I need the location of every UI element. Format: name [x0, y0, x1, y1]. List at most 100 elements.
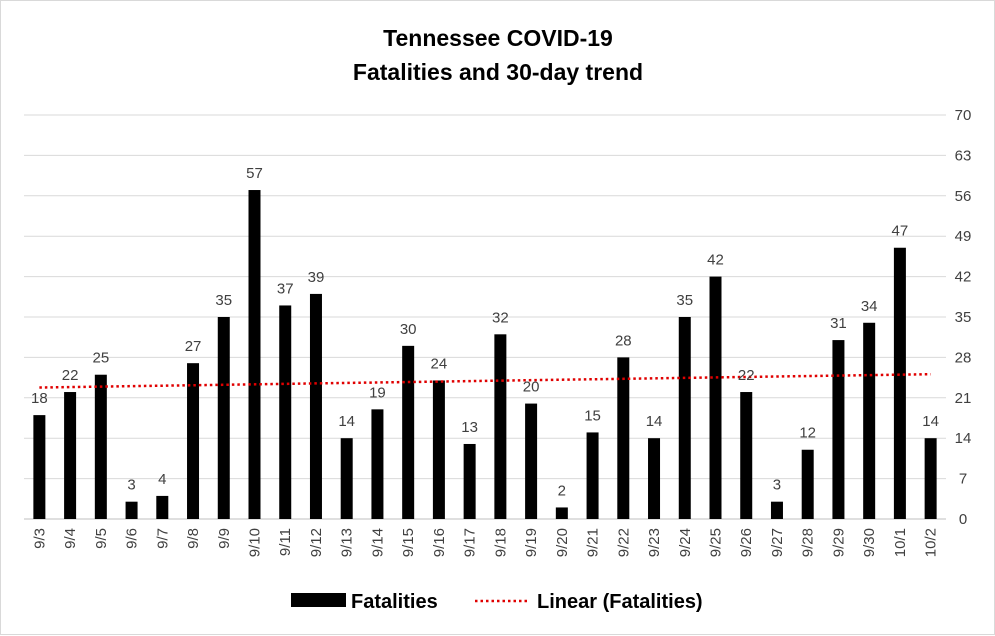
- data-label: 35: [676, 292, 693, 309]
- bar: [801, 449, 814, 519]
- data-label: 39: [308, 269, 325, 286]
- x-tick-label: 9/10: [247, 528, 264, 557]
- chart-title: Tennessee COVID-19: [383, 25, 613, 51]
- data-label: 14: [646, 413, 663, 430]
- data-label: 18: [31, 390, 48, 407]
- data-label: 25: [92, 350, 109, 367]
- x-tick-label: 9/3: [31, 528, 48, 549]
- x-tick-label: 9/9: [216, 528, 233, 549]
- x-tick-label: 9/4: [62, 528, 79, 549]
- x-tick-label: 9/11: [277, 528, 294, 556]
- y-tick-label: 49: [955, 228, 972, 245]
- x-tick-label: 9/24: [677, 528, 694, 557]
- y-tick-label: 35: [955, 309, 972, 326]
- data-label: 37: [277, 280, 294, 297]
- data-label: 14: [338, 413, 355, 430]
- bar: [187, 363, 200, 519]
- data-label: 2: [558, 482, 566, 499]
- trendline: [39, 372, 931, 389]
- data-label: 30: [400, 321, 417, 338]
- x-tick-label: 9/8: [185, 528, 202, 549]
- x-tick-label: 9/19: [523, 528, 540, 557]
- x-tick-label: 10/2: [923, 528, 940, 557]
- bar: [340, 438, 353, 519]
- data-label: 31: [830, 315, 847, 332]
- data-label: 3: [773, 477, 781, 494]
- data-label: 35: [215, 292, 232, 309]
- data-label: 12: [799, 425, 816, 442]
- y-tick-label: 0: [959, 511, 967, 528]
- x-tick-label: 9/21: [585, 528, 602, 557]
- y-tick-label: 14: [955, 430, 972, 447]
- data-label: 22: [62, 367, 79, 384]
- y-tick-label: 28: [955, 349, 972, 366]
- data-label: 28: [615, 332, 632, 349]
- x-tick-label: 9/20: [554, 528, 571, 557]
- bar: [64, 392, 77, 519]
- bar: [217, 317, 230, 519]
- data-label: 22: [738, 367, 755, 384]
- x-tick-label: 9/12: [308, 528, 325, 557]
- legend-label-fatalities: Fatalities: [351, 591, 438, 613]
- data-label: 19: [369, 384, 386, 401]
- data-label: 13: [461, 419, 478, 436]
- data-label: 20: [523, 379, 540, 396]
- bar: [893, 247, 906, 519]
- x-tick-label: 9/14: [369, 528, 386, 557]
- x-tick-label: 9/25: [708, 528, 725, 557]
- data-label: 57: [246, 165, 263, 182]
- data-label: 14: [922, 413, 939, 430]
- bar: [279, 305, 292, 519]
- x-tick-label: 9/29: [830, 528, 847, 557]
- bar: [94, 374, 107, 519]
- bar: [648, 438, 661, 519]
- bar: [586, 432, 599, 519]
- y-tick-label: 56: [955, 188, 972, 205]
- data-label: 27: [185, 338, 202, 355]
- bar: [770, 501, 783, 519]
- x-tick-label: 9/23: [646, 528, 663, 557]
- data-label: 42: [707, 252, 724, 269]
- bar: [863, 322, 876, 519]
- x-tick-label: 9/5: [93, 528, 110, 549]
- x-tick-label: 10/1: [892, 528, 909, 557]
- bar: [924, 438, 937, 519]
- data-label: 3: [127, 477, 135, 494]
- y-axis-tick-labels: 0 7 14 21 28 35 42 49 56 63 70: [955, 107, 972, 528]
- x-tick-label: 9/17: [462, 528, 479, 557]
- data-label: 4: [158, 471, 166, 488]
- bar: [463, 443, 476, 519]
- bar: [402, 345, 415, 519]
- x-tick-label: 9/28: [800, 528, 817, 557]
- data-label: 32: [492, 309, 509, 326]
- trendline-line: [39, 372, 931, 389]
- chart-subtitle: Fatalities and 30-day trend: [353, 59, 643, 85]
- bar: [371, 409, 384, 519]
- bar: [125, 501, 138, 519]
- bars: [33, 190, 937, 519]
- bar: [832, 340, 845, 519]
- bar: [740, 392, 753, 519]
- x-tick-label: 9/27: [769, 528, 786, 557]
- y-tick-label: 7: [959, 471, 967, 488]
- bar: [33, 415, 46, 519]
- x-tick-label: 9/7: [154, 528, 171, 549]
- bar: [525, 403, 538, 519]
- bar: [248, 190, 261, 519]
- y-tick-label: 42: [955, 269, 972, 286]
- y-tick-label: 21: [955, 390, 972, 407]
- legend-swatch-fatalities: [291, 593, 346, 607]
- x-tick-label: 9/6: [124, 528, 141, 549]
- data-label: 24: [431, 355, 448, 372]
- bar: [678, 317, 691, 519]
- x-tick-label: 9/26: [738, 528, 755, 557]
- data-label: 15: [584, 407, 601, 424]
- y-tick-label: 63: [955, 147, 972, 164]
- data-label: 47: [892, 223, 909, 240]
- x-tick-label: 9/15: [400, 528, 417, 557]
- x-tick-label: 9/30: [861, 528, 878, 557]
- bar: [432, 380, 445, 519]
- legend-label-trendline: Linear (Fatalities): [537, 591, 703, 613]
